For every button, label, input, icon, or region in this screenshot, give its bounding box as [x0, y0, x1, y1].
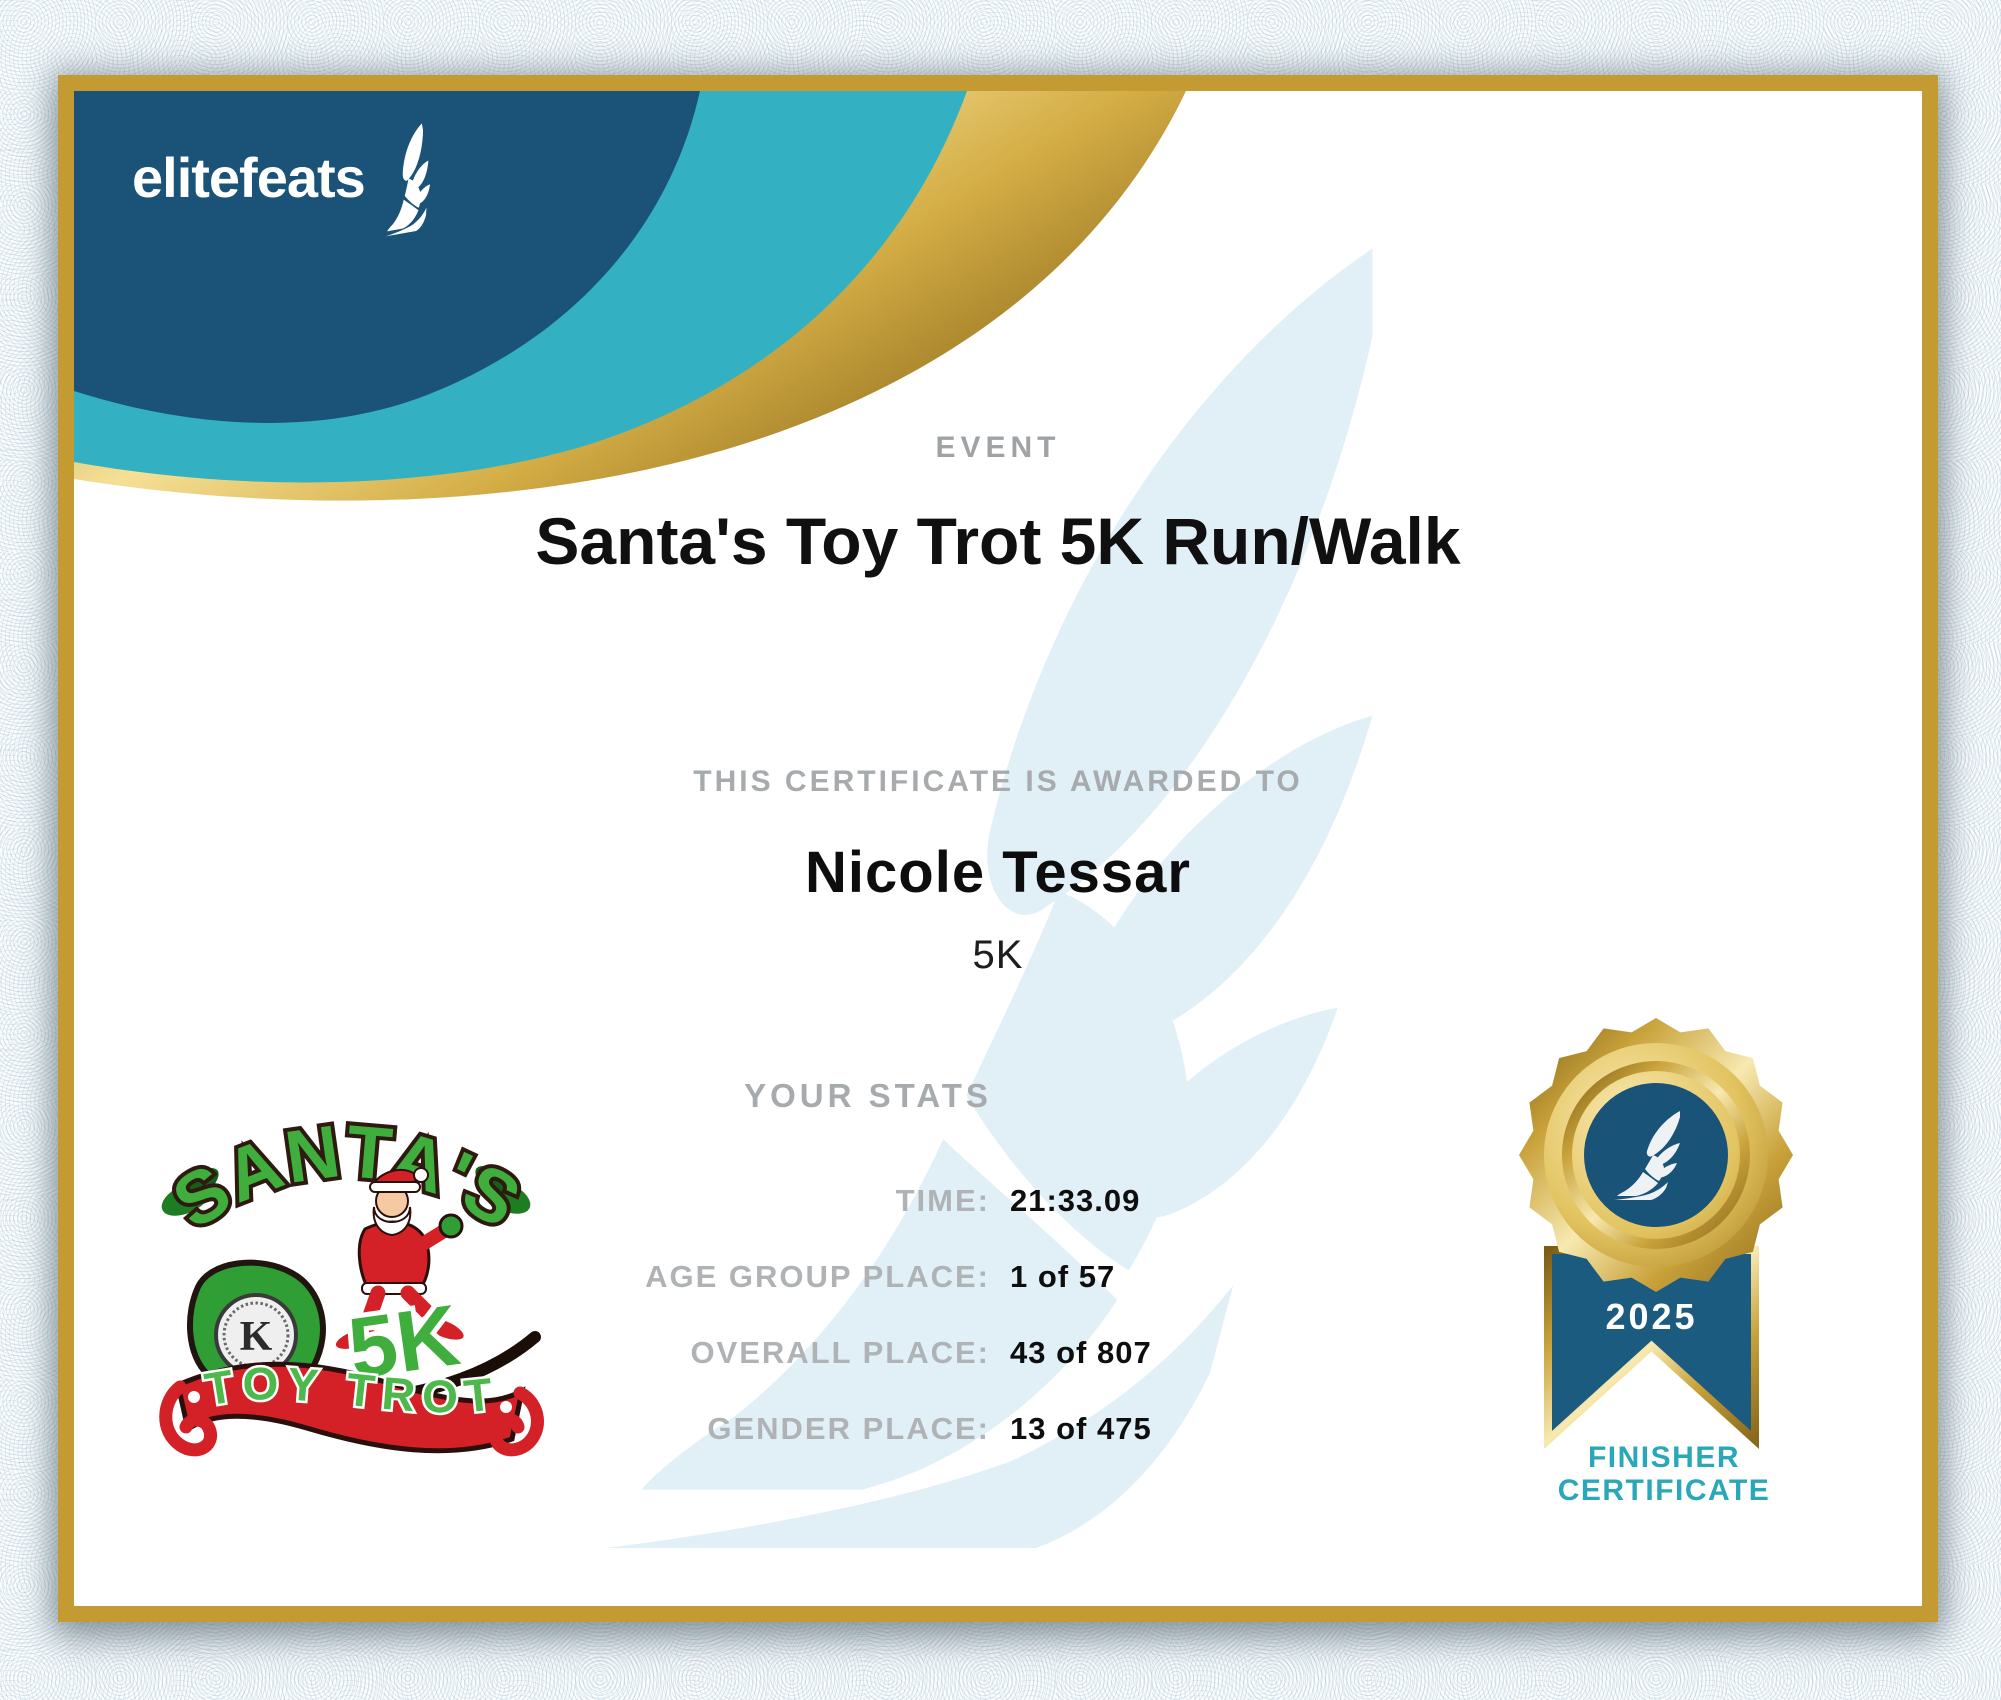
recipient-name: Nicole Tessar	[805, 840, 1191, 905]
badge-letter: K	[240, 1314, 273, 1360]
certificate-body: elitefeats EVENT Santa's Toy Trot 5K Run…	[74, 91, 1922, 1606]
stat-label: OVERALL PLACE:	[690, 1335, 990, 1370]
pine-sprig-right	[475, 1166, 531, 1214]
stat-value: 13 of 475	[1010, 1411, 1152, 1446]
stat-value: 1 of 57	[1010, 1259, 1116, 1294]
toy-sack: K	[187, 1259, 326, 1396]
toy-trot-banner: TOY TROT	[159, 1355, 544, 1457]
finisher-caption-line1: FINISHER	[1587, 1441, 1740, 1474]
stat-label: GENDER PLACE:	[707, 1411, 990, 1446]
stat-row-age-group-place: AGE GROUP PLACE: 1 of 57	[454, 1239, 1354, 1315]
stat-value: 21:33.09	[1010, 1183, 1141, 1218]
finisher-medal: 2025	[1519, 1018, 1793, 1450]
medal-ring	[1562, 1061, 1750, 1249]
certificate-frame: elitefeats EVENT Santa's Toy Trot 5K Run…	[58, 75, 1938, 1622]
medal-ribbon: 2025	[1544, 1246, 1759, 1450]
pine-sprig-left	[161, 1168, 219, 1216]
race-distance: 5K	[972, 933, 1024, 977]
medal-year: 2025	[1605, 1296, 1697, 1337]
brand-wordmark: elitefeats	[132, 146, 366, 209]
logo-arc-text: SANTA'S	[159, 1109, 536, 1245]
stat-value: 43 of 807	[1010, 1335, 1152, 1370]
stat-row-gender-place: GENDER PLACE: 13 of 475	[454, 1391, 1354, 1467]
awarded-to-label: THIS CERTIFICATE IS AWARDED TO	[693, 765, 1303, 798]
event-logo-santas-toy-trot: SANTA'S	[155, 1105, 544, 1457]
santa-runner-figure	[331, 1167, 468, 1353]
stats-table: TIME: 21:33.09 AGE GROUP PLACE: 1 of 57 …	[454, 1163, 1354, 1467]
stats-heading: YOUR STATS	[744, 1077, 992, 1114]
stat-label: AGE GROUP PLACE:	[645, 1259, 990, 1294]
medal-center	[1584, 1083, 1728, 1227]
event-label: EVENT	[935, 431, 1061, 464]
stat-row-time: TIME: 21:33.09	[454, 1163, 1354, 1239]
finisher-caption: FINISHER CERTIFICATE	[1494, 1441, 1834, 1507]
stat-row-overall-place: OVERALL PLACE: 43 of 807	[454, 1315, 1354, 1391]
finisher-caption-line2: CERTIFICATE	[1557, 1474, 1771, 1507]
brand-logo: elitefeats	[132, 123, 453, 237]
header-navy-wave	[74, 91, 700, 423]
stat-label: TIME:	[895, 1183, 990, 1218]
event-name: Santa's Toy Trot 5K Run/Walk	[535, 504, 1461, 578]
header-wave-graphic	[74, 91, 1186, 501]
